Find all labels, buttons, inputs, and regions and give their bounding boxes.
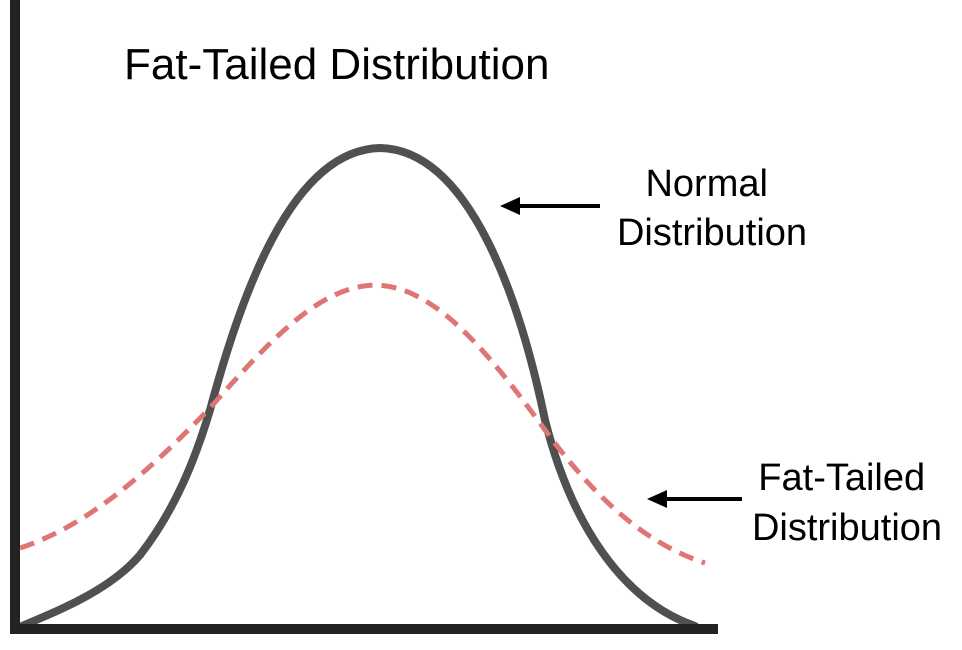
normal-distribution-label: Normal Distribution: [617, 163, 807, 254]
diagram-title: Fat-Tailed Distribution: [124, 40, 550, 89]
normal-label-line-1: Normal: [645, 163, 767, 205]
normal-distribution-curve: [18, 144, 699, 630]
fat-tailed-distribution-curve: [19, 282, 706, 566]
normal-label-line-2: Distribution: [617, 212, 807, 254]
arrow-left-icon: [647, 490, 667, 508]
fat-tailed-label-line-2: Distribution: [752, 507, 942, 549]
normal-arrow: [500, 197, 600, 215]
fat-tailed-label-line-1: Fat-Tailed: [758, 457, 925, 499]
fat-tailed-arrow: [647, 490, 742, 508]
fat-tailed-distribution-label: Fat-Tailed Distribution: [752, 457, 942, 549]
arrow-left-icon: [500, 197, 520, 215]
